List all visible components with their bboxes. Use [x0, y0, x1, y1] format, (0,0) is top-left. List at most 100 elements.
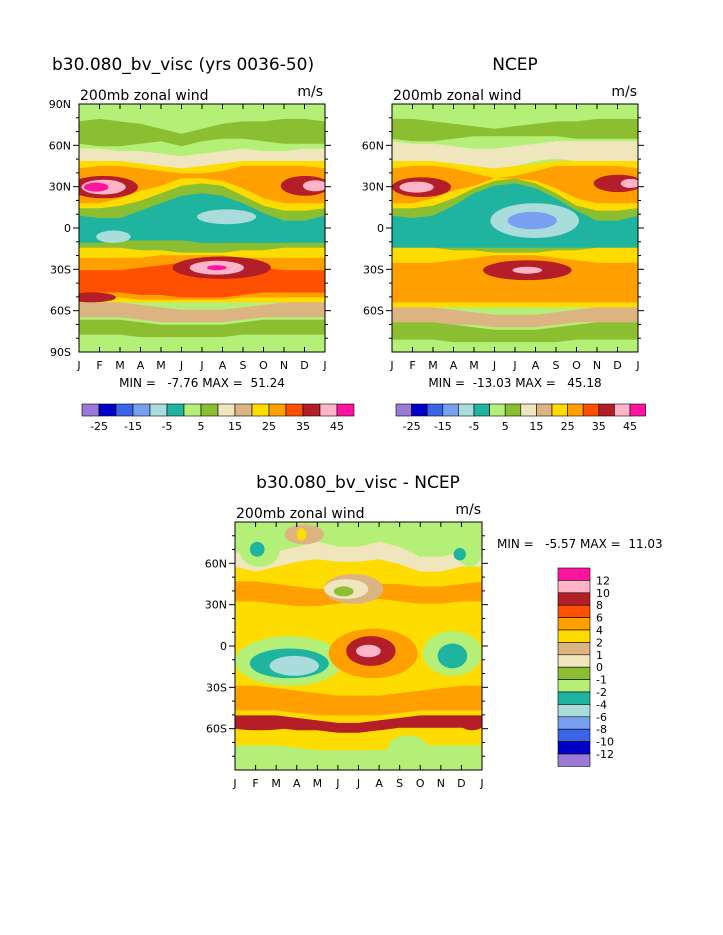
- diff-colorbar-box: [557, 567, 591, 581]
- ncep-xlabel: F: [409, 359, 415, 372]
- ncep-xlabel: J: [492, 359, 496, 372]
- diff-colorbar-label: 4: [596, 624, 603, 637]
- diff-blob-sh-red2: [235, 715, 300, 731]
- ncep-colorbar-box: [520, 403, 537, 417]
- ncep-ylabel: 30N: [362, 181, 384, 194]
- diff-xlabel: A: [375, 777, 383, 790]
- ncep-xlabel: N: [593, 359, 601, 372]
- model-xlabel: A: [219, 359, 227, 372]
- ncep-colorbar-box: [442, 403, 459, 417]
- model-xlabel: F: [96, 359, 102, 372]
- model-colorbar-label: 35: [296, 420, 310, 433]
- diff-xlabel: F: [252, 777, 258, 790]
- panel-model-ticks: [73, 104, 331, 352]
- ncep-colorbar-box: [426, 403, 444, 417]
- panel-diff-units: m/s: [455, 502, 481, 518]
- diff-xlabel: N: [437, 777, 445, 790]
- ncep-colorbar-box: [489, 403, 506, 417]
- panel-diff-colorbar: [557, 567, 591, 767]
- diff-blob-sh-green4: [388, 735, 428, 761]
- ncep-band-sh-tan: [392, 307, 638, 328]
- diff-xlabel: J: [232, 777, 236, 790]
- model-colorbar-box: [217, 403, 236, 417]
- ncep-blob-sh-core2: [512, 266, 543, 274]
- ncep-ylabel: 0: [377, 222, 384, 235]
- diff-colorbar-box: [557, 617, 591, 631]
- model-ylabel: 90N: [49, 98, 71, 111]
- model-xlabel: J: [322, 359, 326, 372]
- panel-ncep-colorbar: [395, 403, 646, 417]
- model-xlabel: N: [280, 359, 288, 372]
- model-colorbar-box: [183, 403, 202, 417]
- model-xlabel: J: [76, 359, 80, 372]
- diff-blob-nh-teal1: [249, 541, 265, 557]
- ncep-xlabel: J: [512, 359, 516, 372]
- panel-diff: b30.080_bv_visc - NCEP 200mb zonal wind …: [205, 473, 663, 790]
- diff-ylabel: 60S: [206, 723, 227, 736]
- model-xlabel: M: [115, 359, 125, 372]
- diff-xlabel: J: [479, 777, 483, 790]
- diff-colorbar-box: [557, 753, 591, 767]
- diff-xlabel: J: [356, 777, 360, 790]
- ncep-xlabel: M: [469, 359, 479, 372]
- diff-xlabel: J: [335, 777, 339, 790]
- model-ylabel: 60N: [49, 139, 71, 152]
- diff-ylabel: 0: [220, 640, 227, 653]
- model-blob-sh-w-red: [79, 292, 116, 303]
- diff-colorbar-label: -8: [596, 723, 607, 736]
- diff-blob-eq-teal2: [437, 643, 468, 669]
- ncep-colorbar-box: [598, 403, 615, 417]
- ncep-xlabel: M: [428, 359, 438, 372]
- diff-colorbar-label: 6: [596, 612, 603, 625]
- ncep-colorbar-box: [629, 403, 646, 417]
- model-colorbar-box: [200, 403, 219, 417]
- diff-colorbar-label: 2: [596, 636, 603, 649]
- diff-blob-trop-cyan: [269, 655, 319, 676]
- panel-ncep-subtitle: 200mb zonal wind: [393, 88, 522, 104]
- panel-ncep-ticks: [386, 104, 644, 352]
- ncep-ylabel: 60S: [363, 305, 384, 318]
- model-colorbar-label: -5: [162, 420, 173, 433]
- model-blob-eq-c: [197, 209, 257, 225]
- model-colorbar-box: [234, 403, 253, 417]
- diff-blob-nh-green2: [407, 524, 458, 550]
- diff-colorbar-box: [557, 580, 591, 594]
- diff-band-sh-org: [235, 685, 482, 716]
- diff-ylabel: 30N: [205, 599, 227, 612]
- diff-xlabel: M: [313, 777, 323, 790]
- ncep-ylabel: 30S: [363, 263, 384, 276]
- diff-ylabel: 30S: [206, 681, 227, 694]
- model-xlabel: D: [300, 359, 308, 372]
- ncep-band-nh-mid1: [392, 141, 638, 169]
- diff-blob-mid-green: [333, 586, 354, 597]
- model-colorbar-box: [115, 403, 134, 417]
- panel-model-field: [79, 104, 325, 352]
- diff-ylabel: 60N: [205, 557, 227, 570]
- diff-colorbar-box: [557, 716, 591, 730]
- ncep-colorbar-box: [458, 403, 475, 417]
- panel-ncep-field: [392, 104, 638, 352]
- diff-colorbar-box: [557, 592, 591, 606]
- diff-blob-nh-teal2: [453, 548, 466, 561]
- diff-colorbar-box: [557, 741, 591, 755]
- ncep-colorbar-box: [504, 403, 522, 417]
- model-band-sh-green: [79, 319, 325, 338]
- diff-colorbar-box: [557, 642, 591, 656]
- ncep-colorbar-box: [567, 403, 584, 417]
- model-ylabel: 30N: [49, 181, 71, 194]
- diff-band-sh-red: [235, 715, 482, 733]
- panel-ncep-units: m/s: [611, 84, 637, 100]
- model-colorbar-box: [132, 403, 151, 417]
- model-colorbar-box: [302, 403, 321, 417]
- diff-band-nh-cream: [235, 541, 482, 572]
- ncep-colorbar-label: 5: [502, 420, 509, 433]
- model-ylabel: 30S: [50, 263, 71, 276]
- diff-xlabel: O: [416, 777, 425, 790]
- model-band-sh-tan: [79, 302, 325, 323]
- diff-blob-sh-red3: [459, 715, 482, 731]
- ncep-xlabel: D: [613, 359, 621, 372]
